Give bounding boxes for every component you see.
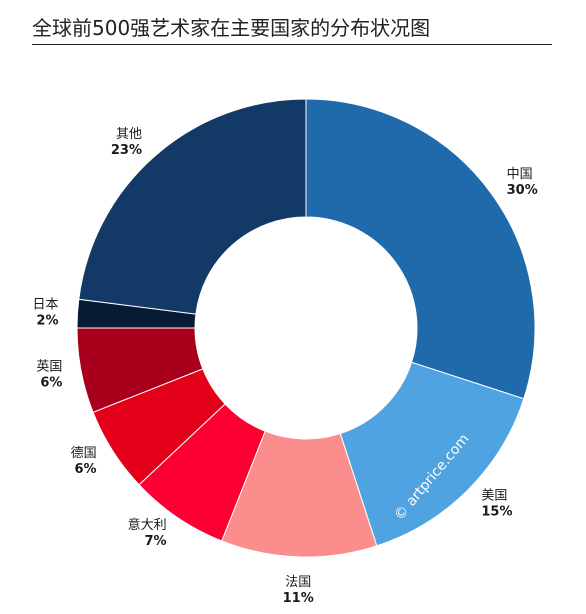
- slice-percent-5: 6%: [40, 375, 62, 390]
- slices-group: [76, 98, 536, 558]
- slice-label-2: 法国: [285, 575, 311, 590]
- slice-label-3: 意大利: [128, 517, 167, 533]
- slice-percent-0: 30%: [507, 183, 538, 198]
- slice-label-0: 中国: [507, 167, 533, 182]
- chart-title: 全球前500强艺术家在主要国家的分布状况图: [32, 16, 431, 40]
- slice-percent-3: 7%: [145, 534, 167, 549]
- slice-percent-6: 2%: [36, 313, 58, 328]
- title-divider: [32, 44, 552, 45]
- slice-percent-7: 23%: [111, 143, 142, 158]
- pie-slice-7: [78, 98, 307, 315]
- slice-label-7: 其他: [116, 127, 142, 142]
- pie-slice-1: [339, 361, 525, 547]
- slice-label-4: 德国: [71, 446, 97, 461]
- slice-label-6: 日本: [32, 297, 58, 312]
- slice-percent-1: 15%: [481, 504, 512, 519]
- slice-percent-4: 6%: [75, 462, 97, 477]
- slice-label-1: 美国: [481, 488, 507, 503]
- slice-percent-2: 11%: [283, 591, 314, 606]
- pie-slice-0: [305, 98, 536, 400]
- slice-label-5: 英国: [36, 359, 62, 374]
